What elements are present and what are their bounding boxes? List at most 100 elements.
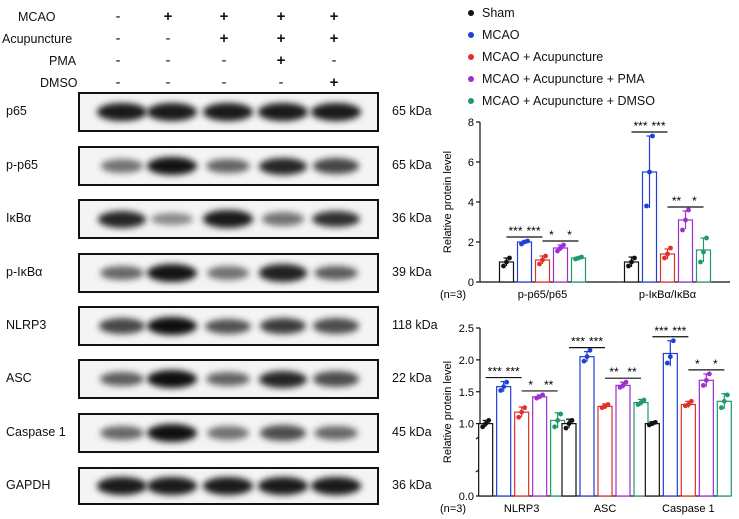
category-label-caspase-1: Caspase 1 [662, 503, 715, 515]
sign-pma-lane-2: - [165, 52, 171, 69]
data-point-mcao-acupuncture-dmso-nlrp3 [555, 418, 561, 423]
protein-label-nlrp3: NLRP3 [6, 318, 47, 332]
y-tick-label: 0 [468, 277, 474, 289]
significance-label: * [528, 378, 533, 392]
blot-strip-asc [78, 359, 379, 399]
data-point-mcao-asc [584, 354, 590, 360]
bar-mcao-acupuncture-asc [597, 405, 613, 497]
sign-dmso-lane-5: + [329, 74, 339, 91]
sign-mcao-lane-3: + [219, 8, 229, 25]
blot-band-i-b--lane-1 [97, 210, 147, 228]
row-label-acupuncture: Acupuncture [2, 32, 73, 46]
significance-label: * [713, 357, 718, 371]
blot-band-p-i-b--lane-3 [206, 266, 250, 280]
category-label-asc: ASC [594, 503, 617, 515]
legend-label-pma: MCAO + Acupuncture + PMA [482, 72, 645, 86]
sign-pma-lane-3: - [221, 52, 227, 69]
blot-band-nlrp3-lane-5 [313, 318, 359, 334]
legend-marker-dmso [468, 97, 474, 104]
blot-band-asc-lane-3 [206, 371, 250, 387]
significance-label: * [692, 194, 697, 208]
bar-mcao-acupuncture-dmso-p-p65-p65 [570, 257, 587, 283]
protein-label-gapdh: GAPDH [6, 478, 51, 492]
blot-band-caspase-1-lane-3 [206, 426, 250, 440]
protein-label-p65: p65 [6, 104, 27, 118]
blot-band-i-b--lane-2 [151, 212, 193, 226]
data-point-mcao-acupuncture-pma-caspase-1 [700, 382, 706, 388]
significance-label: *** [488, 365, 502, 379]
blot-band-gapdh-lane-4 [258, 477, 308, 495]
y-tick-label: 1.5 [459, 387, 474, 399]
significance-label: *** [506, 365, 520, 379]
data-point-mcao-p-p65-p65 [525, 238, 530, 244]
bar-chart-nfkb: 0 2 4 6 8 Relative protein level (n=3) p-p65/p6… [440, 117, 730, 301]
blot-band-asc-lane-1 [99, 371, 145, 387]
significance-label: ** [672, 194, 682, 208]
blot-strip-p-i-b- [78, 253, 379, 293]
blot-band-p-i-b--lane-4 [258, 264, 308, 282]
bar-sham-asc [561, 423, 577, 497]
blot-band-asc-lane-4 [258, 370, 308, 388]
protein-label-p-p65: p-p65 [6, 158, 38, 172]
sign-acupuncture-lane-3: + [219, 30, 229, 47]
data-point-sham-nlrp3 [486, 418, 492, 423]
data-point-mcao-acupuncture-dmso-nlrp3 [552, 424, 558, 430]
blot-band-asc-lane-5 [313, 371, 359, 387]
bar-mcao-acupuncture-pma-asc [615, 384, 631, 497]
legend-marker-mcao [468, 31, 474, 38]
data-point-sham-p-p65-p65 [501, 263, 506, 269]
data-point-mcao-acupuncture-p-i-b-i-b [668, 245, 673, 251]
y-axis-title: Relative protein level [442, 151, 454, 253]
blot-band-caspase-1-lane-5 [314, 426, 358, 440]
data-point-mcao-caspase-1 [667, 354, 673, 360]
y-tick-label: 8 [468, 117, 474, 129]
data-point-sham-p-p65-p65 [507, 255, 512, 261]
legend-marker-sham [468, 9, 474, 16]
bar-mcao-acupuncture-caspase-1 [680, 403, 696, 497]
kda-label-p-i-b-: 39 kDa [392, 265, 432, 279]
data-point-mcao-asc [581, 358, 587, 364]
legend-item-dmso: MCAO + Acupuncture + DMSO [468, 94, 655, 108]
significance-label: ** [544, 378, 554, 392]
data-point-mcao-p-i-b-i-b [650, 133, 655, 139]
data-point-mcao-acupuncture-pma-caspase-1 [703, 377, 709, 383]
blot-band-caspase-1-lane-2 [147, 424, 197, 442]
bar-mcao-nlrp3 [496, 386, 512, 497]
significance-label: *** [571, 335, 585, 349]
bar-mcao-acupuncture-pma-caspase-1 [698, 379, 714, 497]
significance-label: ** [609, 365, 619, 379]
data-point-mcao-acupuncture-pma-p-i-b-i-b [680, 227, 685, 233]
data-point-sham-asc [566, 421, 572, 427]
sign-dmso-lane-2: - [165, 74, 171, 91]
bar-sham-caspase-1 [644, 423, 660, 497]
data-point-mcao-acupuncture-pma-p-p65-p65 [561, 242, 566, 248]
legend-marker-pma [468, 75, 474, 82]
sign-acupuncture-lane-1: - [115, 30, 121, 47]
bar-chart-inflammasome: 0.0 1.0 1.5 2.0 2.5 Relative protein level (n=… [440, 323, 732, 515]
data-point-sham-nlrp3 [480, 424, 486, 430]
data-point-mcao-acupuncture-pma-asc [620, 382, 626, 388]
protein-label-asc: ASC [6, 371, 32, 385]
sign-mcao-lane-2: + [163, 8, 173, 25]
sign-mcao-lane-5: + [329, 8, 339, 25]
blot-band-i-b--lane-3 [203, 210, 253, 228]
category-label-nlrp3: NLRP3 [504, 503, 539, 515]
sign-acupuncture-lane-4: + [276, 30, 286, 47]
significance-label: *** [633, 119, 647, 133]
blot-strip-nlrp3 [78, 306, 379, 346]
significance-label: * [695, 357, 700, 371]
significance-label: *** [654, 324, 668, 338]
y-tick-label: 1.0 [459, 419, 474, 431]
bar-mcao-p-p65-p65 [516, 241, 533, 283]
data-point-sham-asc [563, 425, 569, 431]
blot-strip-p-p65 [78, 146, 379, 186]
sign-dmso-lane-1: - [115, 74, 121, 91]
data-point-mcao-nlrp3 [498, 388, 504, 393]
sign-acupuncture-lane-5: + [329, 30, 339, 47]
bar-mcao-asc [579, 356, 595, 497]
blot-band-nlrp3-lane-2 [147, 317, 197, 335]
kda-label-gapdh: 36 kDa [392, 478, 432, 492]
significance-label: ** [627, 365, 637, 379]
sign-dmso-lane-3: - [221, 74, 227, 91]
data-point-mcao-acupuncture-nlrp3 [519, 409, 525, 415]
